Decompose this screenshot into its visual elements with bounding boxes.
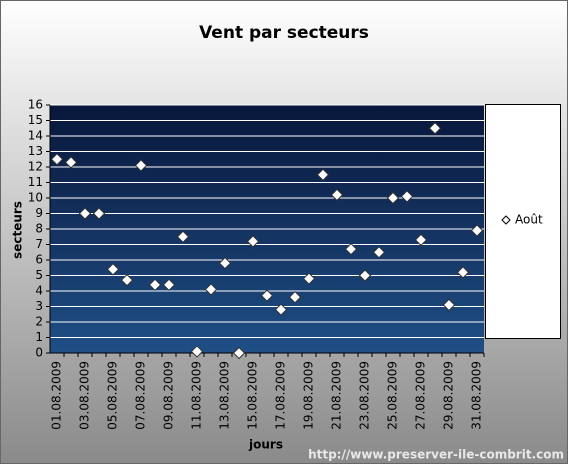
x-tick-label: 01.08.2009	[50, 361, 64, 430]
y-tick-label: 15	[28, 113, 43, 127]
marker	[400, 190, 414, 203]
y-tick-label: 1	[35, 330, 43, 344]
marker	[134, 159, 148, 172]
marker	[50, 153, 64, 166]
legend-marker	[501, 215, 511, 225]
marker	[316, 168, 330, 181]
legend-box	[485, 104, 561, 339]
marker	[106, 263, 120, 276]
marker	[414, 233, 428, 247]
y-tick-label: 11	[28, 175, 43, 189]
marker	[246, 235, 260, 248]
marker	[162, 278, 176, 292]
y-tick-label: 3	[35, 299, 43, 313]
marker	[428, 122, 442, 135]
marker	[92, 207, 106, 220]
y-tick-label: 5	[35, 268, 43, 282]
marker	[470, 224, 484, 237]
x-tick-label: 07.08.2009	[134, 361, 148, 430]
marker	[358, 269, 372, 282]
x-tick-label: 23.08.2009	[358, 361, 372, 430]
y-tick-label: 12	[28, 160, 43, 174]
chart-title: Vent par secteurs	[199, 23, 369, 43]
x-tick-label: 15.08.2009	[246, 361, 260, 430]
y-tick-label: 7	[35, 237, 43, 251]
marker	[456, 266, 470, 279]
y-tick-label: 2	[35, 315, 43, 329]
marker	[260, 289, 274, 302]
marker	[190, 345, 204, 358]
x-tick-label: 13.08.2009	[218, 361, 232, 430]
y-tick-label: 9	[35, 206, 43, 220]
x-tick-label: 09.08.2009	[162, 361, 176, 430]
marker	[120, 273, 134, 287]
marker	[344, 242, 358, 256]
marker	[302, 272, 316, 285]
x-tick-label: 11.08.2009	[190, 361, 204, 430]
y-tick-label: 16	[28, 98, 43, 112]
marker	[204, 283, 218, 296]
y-tick-label: 0	[35, 346, 43, 360]
footer: http://www.preserver-ile-combrit.com	[308, 448, 564, 462]
x-tick-label: 27.08.2009	[414, 361, 428, 430]
y-tick-label: 8	[35, 222, 43, 236]
legend-label: Août	[515, 213, 543, 227]
marker	[148, 278, 162, 292]
y-tick-label: 14	[28, 129, 43, 143]
x-tick-label: 29.08.2009	[442, 361, 456, 430]
y-tick-label: 4	[35, 284, 43, 298]
x-tick-label: 25.08.2009	[386, 361, 400, 430]
marker	[386, 191, 400, 205]
x-tick-label: 05.08.2009	[106, 361, 120, 430]
marker	[78, 207, 92, 220]
marker	[372, 246, 386, 259]
y-tick-label: 10	[28, 191, 43, 205]
marker	[330, 188, 344, 202]
marker	[232, 346, 246, 360]
x-tick-label: 31.08.2009	[470, 361, 484, 430]
x-tick-label: 03.08.2009	[78, 361, 92, 430]
marker	[442, 298, 456, 312]
x-tick-label: 19.08.2009	[302, 361, 316, 430]
marker	[274, 303, 288, 316]
y-tick-label: 13	[28, 144, 43, 158]
x-tick-label: 21.08.2009	[330, 361, 344, 430]
marker	[218, 256, 232, 270]
y-tick-label: 6	[35, 253, 43, 267]
marker	[64, 156, 78, 169]
marker	[288, 290, 302, 304]
y-axis-label: secteurs	[11, 201, 25, 259]
x-tick-label: 17.08.2009	[274, 361, 288, 430]
x-axis-label: jours	[248, 438, 283, 452]
marker	[176, 230, 190, 243]
